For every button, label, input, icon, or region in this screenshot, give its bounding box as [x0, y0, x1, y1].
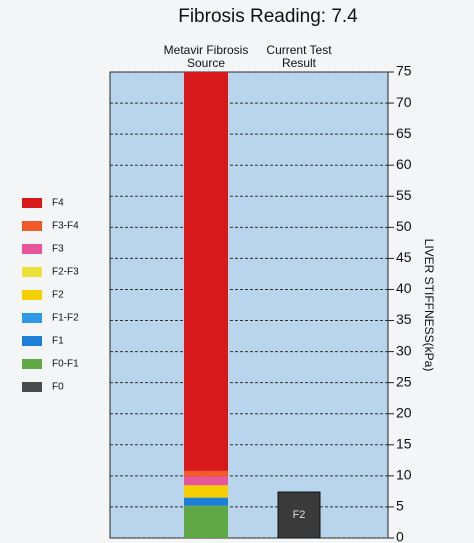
legend-label: F4	[52, 198, 64, 209]
result-label: F2	[293, 509, 306, 521]
plot-area	[109, 71, 389, 539]
bar-segment	[184, 485, 228, 498]
category-label: Current Test Result	[266, 43, 332, 70]
legend-label: F2	[52, 290, 64, 301]
legend-swatch	[22, 336, 42, 346]
legend-label: F0	[52, 382, 64, 393]
bar-segment	[184, 470, 228, 477]
y-tick-label: 55	[396, 187, 412, 203]
y-tick-label: 20	[396, 404, 412, 420]
legend-label: F3	[52, 244, 64, 255]
legend-swatch	[22, 359, 42, 369]
y-tick-label: 65	[396, 125, 412, 141]
category-label: Metavir Fibrosis Source	[163, 43, 249, 70]
bar-segment	[184, 497, 228, 506]
y-tick-label: 50	[396, 218, 412, 234]
legend-swatch	[22, 244, 42, 254]
legend-swatch	[22, 382, 42, 392]
y-tick-label: 25	[396, 373, 412, 389]
legend-label: F1-F2	[52, 313, 79, 324]
legend-label: F3-F4	[52, 221, 79, 232]
bar-segment	[184, 505, 228, 538]
y-tick-label: 15	[396, 436, 412, 452]
y-tick-label: 0	[396, 529, 404, 543]
legend-label: F1	[52, 336, 64, 347]
y-tick-label: 10	[396, 467, 412, 483]
y-tick-label: 60	[396, 156, 412, 172]
legend-label: F2-F3	[52, 267, 79, 278]
legend-swatch	[22, 290, 42, 300]
y-tick-label: 45	[396, 249, 412, 265]
y-tick-label: 40	[396, 280, 412, 296]
bar-segment	[184, 72, 228, 471]
legend-label: F0-F1	[52, 359, 79, 370]
chart-title: Fibrosis Reading: 7.4	[178, 6, 358, 27]
legend-swatch	[22, 221, 42, 231]
legend-swatch	[22, 198, 42, 208]
y-tick-label: 30	[396, 342, 412, 358]
y-tick-label: 35	[396, 311, 412, 327]
y-tick-label: 70	[396, 94, 412, 110]
y-tick-label: 5	[396, 498, 404, 514]
result-bar	[277, 491, 321, 539]
bar-segment	[184, 476, 228, 486]
y-axis-label: LIVER STIFFNESS(kPa)	[422, 239, 436, 372]
legend-swatch	[22, 313, 42, 323]
y-tick-label: 75	[396, 63, 412, 79]
legend-swatch	[22, 267, 42, 277]
